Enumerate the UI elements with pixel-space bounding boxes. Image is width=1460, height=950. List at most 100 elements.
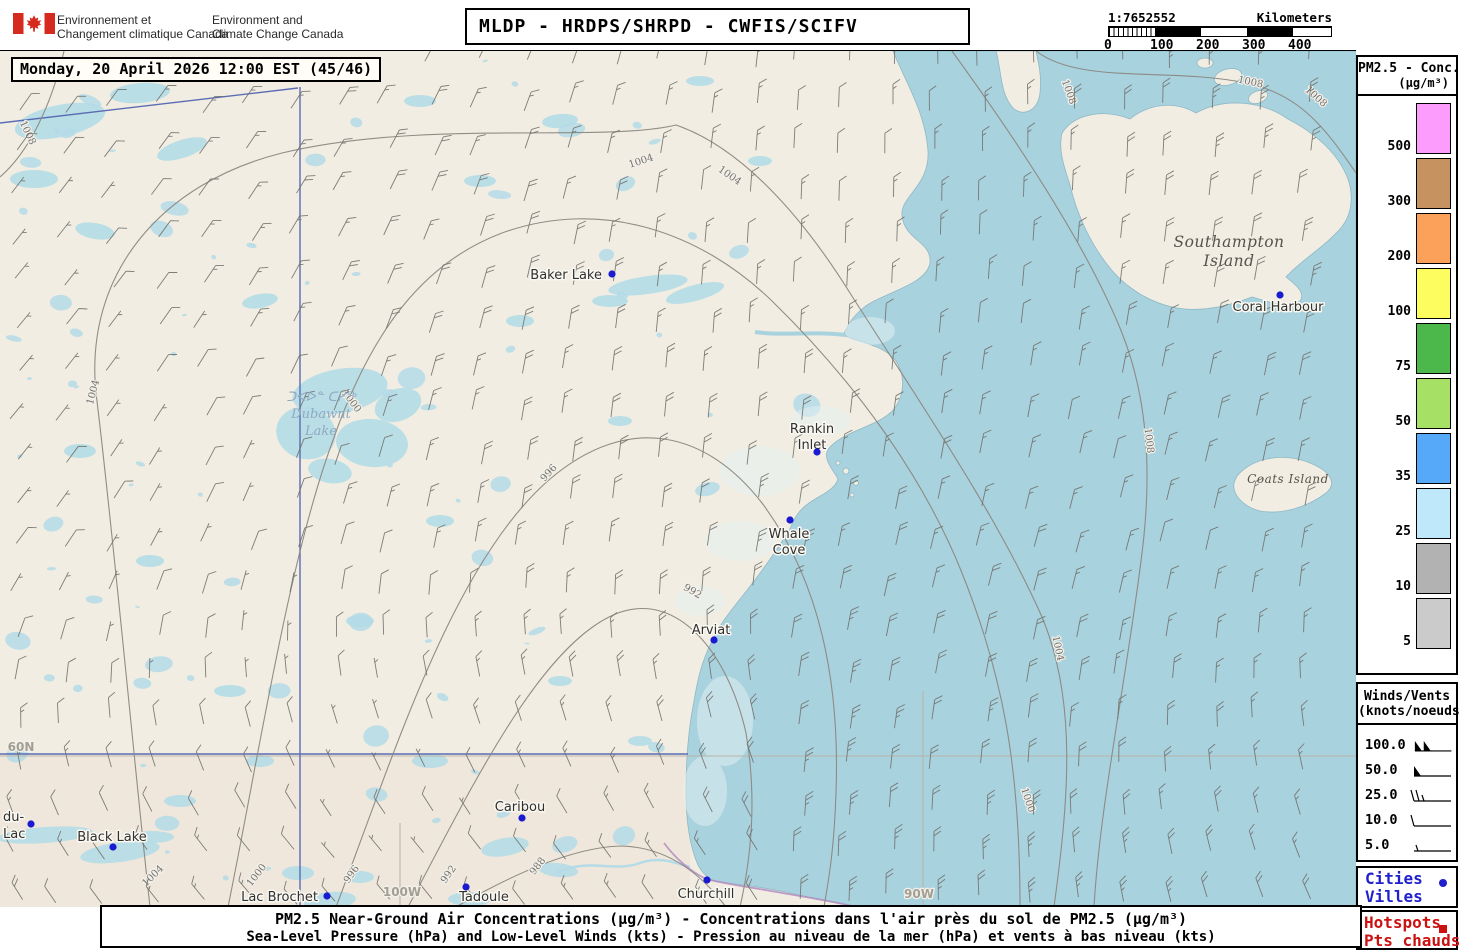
pm25-legend: PM2.5 - Conc. (µg/m³) 500 300 200 100 75 50 35…: [1356, 55, 1460, 675]
river: [555, 858, 691, 875]
timestamp-box: Monday, 20 April 2026 12:00 EST (45/46): [11, 57, 382, 82]
pm25-color-swatch: [1416, 158, 1451, 209]
city-dot-icon: [1439, 879, 1447, 887]
winds-legend-rows: 100.0 50.0 25.0 10.0 5.0: [1358, 732, 1456, 857]
wind-speed-row: 5.0: [1358, 832, 1456, 857]
coats-island-shape: [1233, 457, 1332, 513]
timestamp: Monday, 20 April 2026 12:00 EST (45/46): [20, 60, 373, 78]
pm25-color-swatch: [1416, 543, 1451, 594]
map-canvas: 1008100410041004100099699298899299610001…: [0, 51, 1356, 907]
wind-speed-row: 100.0: [1358, 732, 1456, 757]
scale-tick-label: 300: [1242, 38, 1266, 53]
pm25-color-swatch: [1416, 213, 1451, 264]
city-dot: [813, 448, 821, 456]
cities-legend: Cities Villes: [1356, 866, 1458, 908]
wind-speed-value: 50.0: [1365, 761, 1398, 778]
map-scale-bar: 1:7652552 Kilometers 0 100 200 300 400: [1104, 10, 1332, 53]
city-label: Baker Lake: [530, 268, 602, 283]
city-dot: [710, 636, 718, 644]
wind-barbs-layer: [3, 51, 1322, 905]
scale-tick-label: 400: [1288, 38, 1312, 53]
scale-tick-label: 200: [1196, 38, 1220, 53]
white-island-peninsula: [995, 51, 1041, 113]
isobar-line: [951, 51, 1148, 907]
isobars-layer: [0, 51, 1356, 907]
scale-tick-labels: 0 100 200 300 400: [1104, 37, 1332, 53]
lake-name-label: Dubawnt: [290, 407, 351, 422]
weather-map: 1008 1004 1004 1004 1000 996 992 988 992 996 1000 1…: [0, 50, 1356, 907]
city-dot: [786, 516, 794, 524]
pm25-level-value: 10: [1395, 579, 1411, 594]
caption-line2: Sea-Level Pressure (hPa) and Low-Level W…: [246, 929, 1216, 945]
wind-speed-value: 100.0: [1365, 736, 1406, 753]
wind-speed-value: 25.0: [1365, 786, 1398, 803]
city-label: du-: [3, 810, 24, 825]
hotspots-legend-fr: Pts chauds: [1364, 931, 1460, 950]
city-dot: [27, 820, 35, 828]
isobar-line: [94, 124, 1068, 907]
city-label: Cove: [773, 543, 806, 558]
isobar-line: [407, 608, 753, 907]
city-dot: [518, 814, 526, 822]
city-label: Coral Harbour: [1233, 300, 1325, 315]
hotspot-square-icon: [1439, 925, 1447, 933]
city-label: Caribou: [495, 800, 545, 815]
city-dot: [109, 843, 117, 851]
logo-en-line2: Climate Change Canada: [212, 27, 344, 41]
caption-box: PM2.5 Near-Ground Air Concentrations (µg…: [100, 905, 1362, 948]
scale-ratio: 1:7652552: [1108, 10, 1176, 25]
scale-units: Kilometers: [1256, 10, 1332, 25]
logo-text-french: Environnement et Changement climatique C…: [57, 13, 228, 41]
pm25-level-value: 100: [1387, 304, 1411, 319]
isobar-line: [1035, 51, 1356, 174]
pm25-legend-title: PM2.5 - Conc.: [1358, 61, 1460, 76]
pm25-level-row: 300: [1358, 158, 1451, 209]
wind-speed-value: 5.0: [1365, 836, 1390, 853]
pm25-level-row: 35: [1358, 433, 1451, 484]
product-title: MLDP - HRDPS/SHRPD - CWFIS/SCIFV: [479, 16, 858, 37]
legend-divider: [1358, 94, 1456, 96]
isobar-value-label: 1008: [1141, 427, 1155, 454]
logo-en-line1: Environment and: [212, 13, 303, 27]
wind-barb-icon: [1410, 789, 1451, 802]
city-dot: [608, 270, 616, 278]
pm25-color-swatch: [1416, 598, 1451, 649]
chesterfield-inlet: [754, 330, 846, 337]
graticule-labels-layer: 60N 100W 90W: [6, 739, 935, 903]
city-label: Arviat: [692, 623, 731, 638]
pm25-level-value: 200: [1387, 249, 1411, 264]
pm25-level-row: 100: [1358, 268, 1451, 319]
logo-text-english: Environment and Climate Change Canada: [212, 13, 343, 41]
product-title-box: MLDP - HRDPS/SHRPD - CWFIS/SCIFV: [465, 8, 970, 45]
isobar-line: [227, 218, 1021, 907]
graticule-label: 100W: [383, 885, 421, 899]
city-label: Inlet: [798, 438, 827, 453]
logo-fr-line1: Environnement et: [57, 13, 152, 27]
lake-name-label: Lake: [304, 424, 337, 439]
isobar-line: [455, 845, 727, 907]
wind-barb-icon: [1414, 765, 1451, 777]
city-label: Tadoule: [458, 890, 509, 905]
pm25-color-swatch: [1416, 433, 1451, 484]
scale-tick-label: 0: [1104, 38, 1112, 53]
scale-bar-graphic: [1108, 28, 1332, 37]
cities-legend-fr: Villes: [1365, 887, 1423, 906]
winds-legend: Winds/Vents (knots/noeuds) 100.0 50.0 25.0…: [1356, 682, 1460, 862]
pm25-level-row: 25: [1358, 488, 1451, 539]
place-name-label: Coats Island: [1247, 472, 1329, 486]
scale-tick-label: 100: [1150, 38, 1174, 53]
pm25-level-row: 500: [1358, 103, 1451, 154]
pm25-level-row: 75: [1358, 323, 1451, 374]
graticule-label: 60N: [8, 740, 35, 754]
cities-legend-en: Cities: [1365, 869, 1423, 888]
pm25-level-value: 25: [1395, 524, 1411, 539]
pm25-legend-units: (µg/m³): [1398, 76, 1449, 90]
pm25-level-value: 50: [1395, 414, 1411, 429]
pm25-level-value: 75: [1395, 359, 1411, 374]
winds-legend-title: Winds/Vents: [1363, 689, 1451, 704]
city-dot: [462, 883, 470, 891]
hotspots-legend-en: Hotspots: [1364, 913, 1442, 932]
isobar-line: [335, 437, 837, 907]
city-dot: [703, 876, 711, 884]
pm25-color-swatch: [1416, 323, 1451, 374]
